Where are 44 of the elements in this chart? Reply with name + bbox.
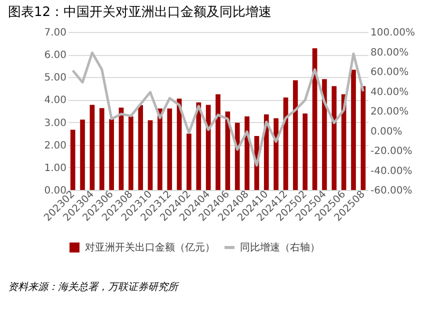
y-tick-label: 2.00: [44, 140, 66, 152]
y2-tick-label: 100.00%: [370, 28, 415, 38]
legend-label: 同比增速（右轴）: [240, 242, 320, 254]
bar: [70, 130, 76, 190]
y-tick-label: 5.00: [44, 72, 66, 84]
bar: [109, 119, 114, 190]
bar: [351, 70, 356, 190]
bar: [360, 86, 366, 190]
y2-tick-label: 20.00%: [370, 106, 409, 118]
y-tick-label: 1.00: [44, 162, 66, 174]
y-tick-label: 3.00: [44, 118, 66, 129]
bar: [138, 105, 143, 190]
y-tick-label: 6.00: [44, 50, 66, 62]
y2-tick-label: 40.00%: [370, 86, 409, 98]
chart-title: 图表12：中国开关对亚洲出口金额及同比增速: [8, 5, 272, 20]
y2-tick-label: 60.00%: [370, 67, 409, 78]
y-tick-label: 7.00: [44, 28, 66, 38]
y2-tick-label: 0.00%: [370, 126, 402, 138]
bar: [234, 122, 240, 190]
y2-tick-label: -60.00%: [370, 186, 412, 196]
y2-tick-label: -20.00%: [370, 146, 412, 157]
bar: [216, 94, 220, 190]
bar: [90, 104, 95, 190]
bar: [99, 108, 104, 190]
bar: [302, 113, 308, 190]
bar: [128, 116, 134, 190]
bar: [322, 79, 327, 190]
bar: [274, 118, 278, 190]
bar: [158, 108, 162, 190]
bar: [167, 108, 172, 190]
bar: [332, 86, 337, 190]
y2-tick-label: 80.00%: [370, 47, 409, 58]
bar: [244, 116, 250, 190]
text: 资料来源：海关总署，万联证券研究所: [8, 281, 180, 293]
legend-label: 对亚洲开关出口金额（亿元）: [85, 242, 215, 254]
bar: [293, 80, 298, 190]
bar: [80, 120, 85, 190]
line-series: [72, 51, 364, 167]
y2-tick-label: -40.00%: [370, 166, 412, 177]
bar: [148, 120, 153, 190]
bar: [196, 102, 202, 190]
bar: [118, 108, 124, 190]
bar: [186, 134, 192, 190]
y-tick-label: 4.00: [44, 95, 66, 106]
